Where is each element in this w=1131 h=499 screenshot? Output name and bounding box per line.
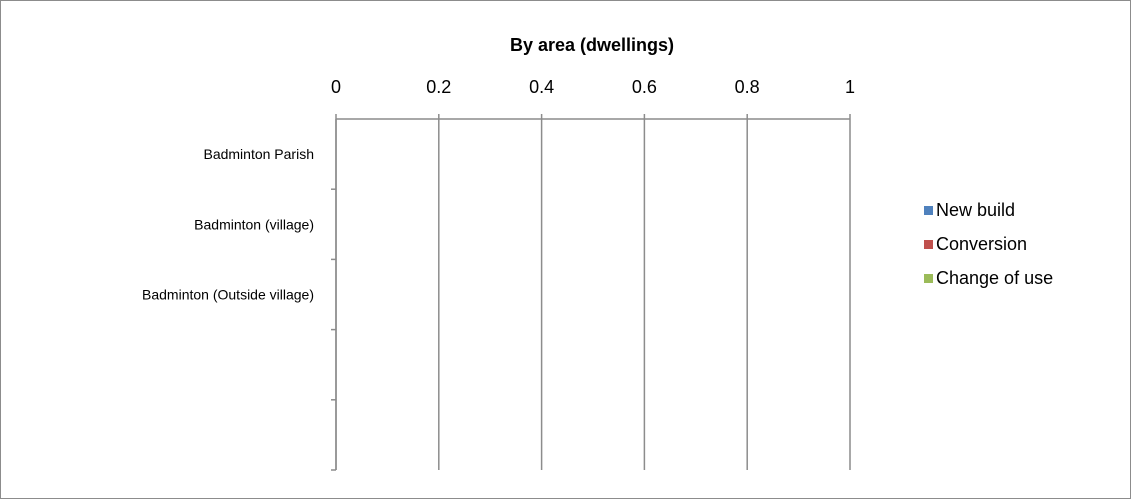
x-tick-label: 0.6 xyxy=(632,77,657,97)
legend-item: Conversion xyxy=(924,227,1053,261)
legend-item: Change of use xyxy=(924,261,1053,295)
x-tick-label: 0.8 xyxy=(735,77,760,97)
legend-swatch xyxy=(924,239,933,249)
chart-title: By area (dwellings) xyxy=(510,35,674,55)
category-label: Badminton (Outside village) xyxy=(142,287,314,303)
legend-label: Conversion xyxy=(936,233,1028,254)
x-tick-label: 0.2 xyxy=(426,77,451,97)
x-tick-label: 1 xyxy=(845,77,855,97)
legend-label: Change of use xyxy=(936,267,1054,288)
category-label: Badminton Parish xyxy=(203,146,314,162)
legend-item: New build xyxy=(924,193,1053,227)
legend-swatch xyxy=(924,273,933,283)
x-tick-label: 0.4 xyxy=(529,77,554,97)
category-label: Badminton (village) xyxy=(194,216,314,232)
legend-swatch xyxy=(924,205,933,215)
x-tick-label: 0 xyxy=(331,77,341,97)
legend: New build Conversion Change of use xyxy=(924,193,1053,295)
legend-label: New build xyxy=(936,199,1016,220)
